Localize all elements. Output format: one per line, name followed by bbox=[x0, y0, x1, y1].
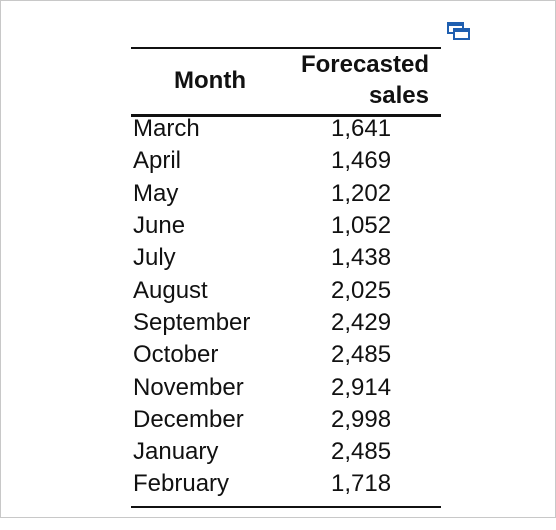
month-cell: October bbox=[133, 341, 219, 369]
expand-window-icon[interactable] bbox=[447, 22, 471, 42]
table-row: May 1,202 bbox=[131, 178, 441, 210]
month-cell: December bbox=[133, 405, 244, 433]
table-row: February 1,718 bbox=[131, 468, 441, 500]
sales-cell: 1,718 bbox=[331, 470, 392, 498]
sales-cell: 2,998 bbox=[331, 405, 392, 433]
table-row: August 2,025 bbox=[131, 274, 441, 306]
forecast-table: Month Forecasted sales March 1,641 April… bbox=[131, 47, 441, 501]
table-panel: Month Forecasted sales March 1,641 April… bbox=[0, 0, 556, 518]
sales-column-header: Forecasted sales bbox=[289, 47, 441, 113]
sales-cell: 1,202 bbox=[331, 179, 392, 207]
month-column-header: Month bbox=[131, 47, 289, 113]
month-cell: February bbox=[133, 470, 230, 498]
sales-cell: 2,914 bbox=[331, 373, 392, 401]
month-cell: May bbox=[133, 179, 179, 207]
sales-cell: 1,052 bbox=[331, 212, 392, 240]
table-row: June 1,052 bbox=[131, 210, 441, 242]
sales-header-line-1: Forecasted bbox=[300, 51, 429, 78]
header-rule bbox=[131, 114, 441, 117]
sales-cell: 2,485 bbox=[331, 438, 392, 466]
table-row: December 2,998 bbox=[131, 404, 441, 436]
month-cell: September bbox=[133, 308, 251, 336]
month-cell: April bbox=[133, 147, 182, 175]
month-cell: November bbox=[133, 373, 244, 401]
month-cell: August bbox=[133, 276, 208, 304]
sales-cell: 2,485 bbox=[331, 341, 392, 369]
month-cell: July bbox=[133, 244, 176, 272]
sales-cell: 2,025 bbox=[331, 276, 392, 304]
table-row: September 2,429 bbox=[131, 307, 441, 339]
month-cell: January bbox=[133, 438, 219, 466]
table-row: July 1,438 bbox=[131, 242, 441, 274]
month-cell: March bbox=[133, 115, 200, 143]
sales-cell: 1,469 bbox=[331, 147, 392, 175]
sales-cell: 2,429 bbox=[331, 308, 392, 336]
header-row: Month Forecasted sales bbox=[131, 47, 441, 113]
table-row: March 1,641 bbox=[131, 113, 441, 145]
month-cell: June bbox=[133, 212, 186, 240]
table-row: October 2,485 bbox=[131, 339, 441, 371]
sales-header-line-2: sales bbox=[368, 82, 429, 109]
table-bottom-rule bbox=[131, 506, 441, 508]
table-row: April 1,469 bbox=[131, 145, 441, 177]
table-row: November 2,914 bbox=[131, 371, 441, 403]
month-header-label: Month bbox=[174, 66, 246, 94]
table-row: January 2,485 bbox=[131, 436, 441, 468]
table-top-rule bbox=[131, 47, 441, 49]
sales-cell: 1,641 bbox=[331, 115, 392, 143]
sales-cell: 1,438 bbox=[331, 244, 392, 272]
